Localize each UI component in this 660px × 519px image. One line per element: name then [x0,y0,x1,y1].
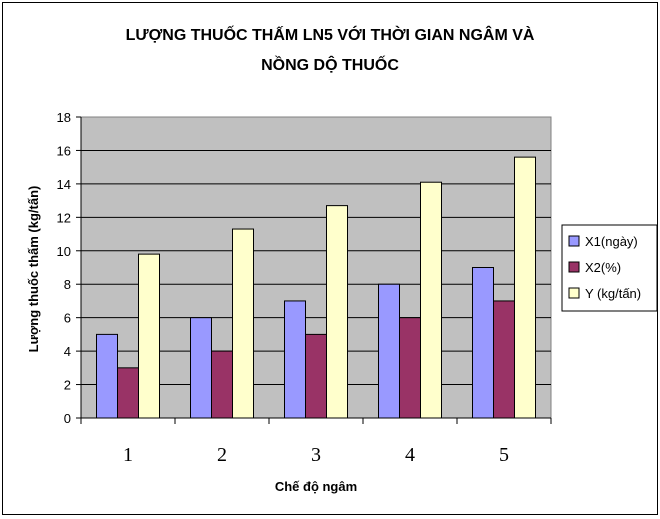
x-tick-label: 5 [499,444,509,466]
y-tick-label: 0 [64,411,71,426]
bar-1-cat-5 [472,267,494,419]
y-axis-title: Lượng thuốc thấm (kg/tấn) [26,186,41,353]
bar-3-cat-3 [326,205,348,419]
y-tick-label: 10 [57,244,71,259]
bar-1-cat-2 [190,317,212,419]
bars-group [96,156,536,419]
y-tick-label: 14 [57,177,71,192]
x-axis-title: Chế độ ngâm [275,479,357,494]
bar-1-cat-4 [378,283,400,419]
x-tick-labels: 1 2 3 4 5 [123,444,509,466]
y-tick-label: 2 [64,378,71,393]
legend-swatch [568,235,580,247]
bar-3-cat-1 [138,253,160,419]
bar-1-cat-1 [96,333,118,419]
chart-title-line1: LƯỢNG THUỐC THẤM LN5 VỚI THỜI GIAN NGÂM … [126,24,535,44]
legend-label: X2(%) [585,260,621,275]
bar-3-cat-5 [514,156,536,419]
y-tick-label: 8 [64,277,71,292]
bar-2-cat-3 [305,333,327,419]
legend-swatch [568,261,580,273]
y-tick-label: 18 [57,110,71,125]
bar-2-cat-2 [211,350,233,419]
y-tick-label: 4 [64,344,71,359]
bar-1-cat-3 [284,300,306,419]
chart-svg: LƯỢNG THUỐC THẤM LN5 VỚI THỜI GIAN NGÂM … [26,24,657,494]
legend-swatch [568,287,580,299]
chart-title-line2: NỒNG DỘ THUỐC [261,54,399,74]
bar-3-cat-2 [232,228,254,419]
y-tick-label: 12 [57,210,71,225]
y-tick-labels: 0 2 4 6 8 10 12 14 16 18 [57,110,71,426]
bar-2-cat-4 [399,317,421,419]
x-tick-label: 3 [311,444,321,466]
x-tick-label: 4 [405,444,415,466]
y-tick-label: 16 [57,143,71,158]
x-tick-label: 2 [217,444,227,466]
axes-group [76,116,552,424]
bar-3-cat-4 [420,181,442,419]
legend: X1(ngày) X2(%) Y (kg/tấn) [561,224,657,312]
x-tick-label: 1 [123,444,133,466]
bar-2-cat-1 [117,367,139,419]
legend-label: X1(ngày) [585,234,638,249]
legend-label: Y (kg/tấn) [585,286,641,301]
y-tick-label: 6 [64,311,71,326]
bar-2-cat-5 [493,300,515,419]
